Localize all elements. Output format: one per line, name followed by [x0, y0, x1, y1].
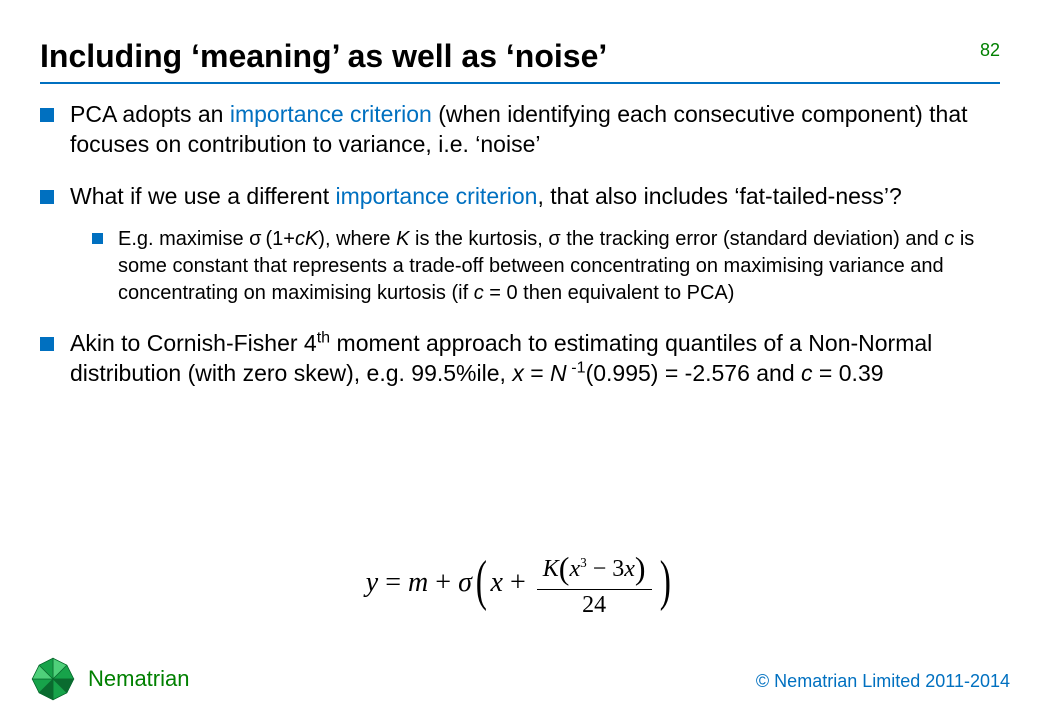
bullet-2: What if we use a different importance cr… — [40, 182, 1000, 307]
b3-t5: (0.995) = -2.576 and — [586, 360, 801, 386]
f-K: K — [543, 556, 559, 582]
b2a-t2: ), where — [318, 228, 396, 250]
b2a-c: c — [944, 228, 954, 250]
b2a-t3: is the kurtosis, σ the tracking error (s… — [409, 228, 944, 250]
b3-c: c — [801, 360, 813, 386]
b3-t6: = 0.39 — [813, 360, 884, 386]
f-y: y — [366, 567, 378, 598]
f-x: x — [491, 567, 503, 598]
f-sigma: σ — [458, 567, 472, 598]
b2a-cK: cK — [295, 228, 318, 250]
b2a-c2: c — [474, 282, 484, 304]
brand-name: Nematrian — [88, 666, 189, 692]
b3-negexp: -1 — [571, 358, 585, 376]
f-num-lpar: ( — [559, 550, 570, 586]
formula: y = m + σ(x + K(x3 − 3x)24) — [0, 550, 1040, 619]
f-num-exp: 3 — [580, 555, 587, 570]
bullet-list: PCA adopts an importance criterion (when… — [40, 100, 1000, 388]
b2a-t1: E.g. maximise σ (1+ — [118, 228, 295, 250]
f-den: 24 — [537, 590, 652, 619]
f-plus2: + — [503, 567, 533, 598]
bullet-3: Akin to Cornish-Fisher 4th moment approa… — [40, 329, 1000, 389]
slide: Including ‘meaning’ as well as ‘noise’ 8… — [0, 0, 1040, 720]
f-eq1: = — [378, 567, 408, 598]
copyright: © Nematrian Limited 2011-2014 — [756, 671, 1010, 692]
b3-t1: Akin to Cornish-Fisher 4 — [70, 330, 317, 356]
page-number: 82 — [980, 40, 1000, 61]
b3-x: x — [512, 360, 524, 386]
logo-icon — [30, 656, 76, 702]
bullet-2-pre: What if we use a different — [70, 183, 336, 209]
footer: Nematrian © Nematrian Limited 2011-2014 — [30, 654, 1010, 702]
bullet-1-pre: PCA adopts an — [70, 101, 230, 127]
f-num-x2: x — [624, 556, 635, 582]
f-num-minus: − 3 — [587, 556, 625, 582]
b2a-t5: = 0 then equivalent to PCA) — [484, 282, 735, 304]
b3-t3: = — [524, 360, 550, 386]
b2a-K: K — [396, 228, 409, 250]
f-fraction: K(x3 − 3x)24 — [537, 550, 652, 619]
bullet-2-post: , that also includes ‘fat-tailed-ness’? — [537, 183, 901, 209]
bullet-1-accent: importance criterion — [230, 101, 432, 127]
header-rule — [40, 82, 1000, 84]
b3-N: N — [550, 360, 567, 386]
bullet-2-accent: importance criterion — [336, 183, 538, 209]
f-rparen: ) — [659, 549, 670, 613]
header: Including ‘meaning’ as well as ‘noise’ — [40, 38, 1000, 75]
b3-sup: th — [317, 328, 330, 346]
content-area: PCA adopts an importance criterion (when… — [40, 100, 1000, 410]
bullet-2a: E.g. maximise σ (1+cK), where K is the k… — [70, 226, 1000, 307]
f-lparen: ( — [476, 549, 487, 613]
f-m: m — [408, 567, 428, 598]
bullet-1: PCA adopts an importance criterion (when… — [40, 100, 1000, 160]
sub-bullet-list: E.g. maximise σ (1+cK), where K is the k… — [70, 226, 1000, 307]
f-plus1: + — [428, 567, 458, 598]
slide-title: Including ‘meaning’ as well as ‘noise’ — [40, 38, 1000, 75]
f-num: K(x3 − 3x) — [537, 550, 652, 590]
f-num-x: x — [569, 556, 580, 582]
f-num-rpar: ) — [635, 550, 646, 586]
